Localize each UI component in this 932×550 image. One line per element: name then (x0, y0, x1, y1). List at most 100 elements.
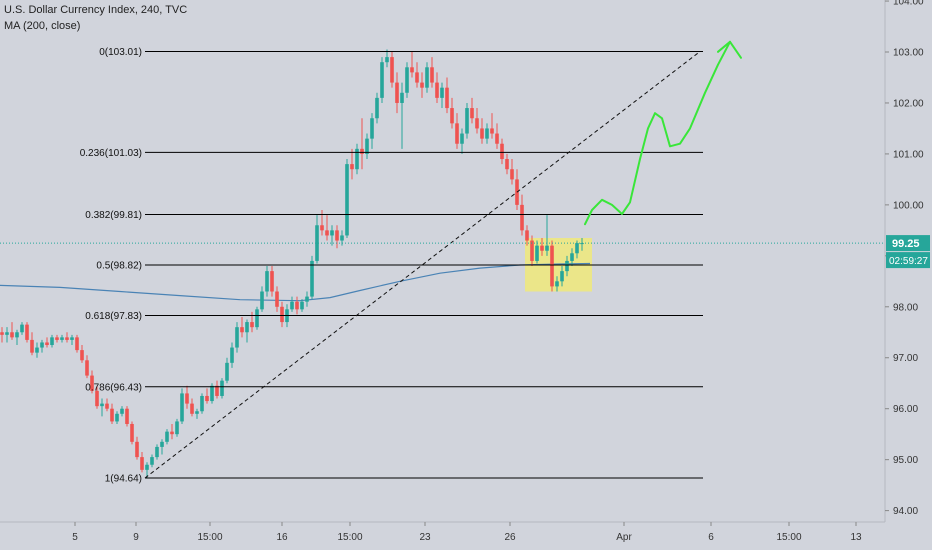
candle (485, 123, 489, 144)
candle (50, 334, 54, 348)
candle (140, 452, 144, 473)
candle (350, 148, 354, 180)
price-tick: 96.00 (885, 404, 918, 415)
time-tick: 13 (850, 522, 862, 543)
candle (35, 342, 39, 358)
candle (425, 62, 429, 93)
forecast-arrow-head (717, 40, 742, 59)
candle (190, 398, 194, 417)
moving-average-layer (0, 262, 591, 302)
time-tick: Apr (616, 522, 632, 543)
price-tick: 94.00 (885, 506, 918, 517)
candle-body (170, 431, 174, 435)
time-tick: 15:00 (776, 522, 802, 543)
price-tick-label: 95.00 (893, 455, 918, 466)
candle-body (450, 108, 454, 124)
time-tick: 16 (276, 522, 288, 543)
candle-body (480, 128, 484, 139)
candle (505, 153, 509, 175)
fib-label: 0.382(99.81) (85, 210, 142, 221)
candle-body (225, 362, 229, 381)
candle-body (105, 403, 109, 409)
candle (395, 72, 399, 114)
trend-line-layer (144, 51, 701, 479)
candle (435, 72, 439, 103)
price-tick-label: 98.00 (893, 302, 918, 313)
time-tick-label: 13 (850, 532, 862, 543)
price-tick-label: 94.00 (893, 506, 918, 517)
price-tick-label: 100.00 (893, 200, 924, 211)
price-tick: 100.00 (885, 200, 924, 211)
candle-body (55, 337, 59, 340)
candle (110, 403, 114, 424)
candle-body (50, 337, 54, 346)
candle-body (25, 324, 29, 340)
candle-body (120, 408, 124, 414)
fib-level: 1(94.64) (105, 474, 703, 485)
candle (300, 299, 304, 312)
countdown-value: 02:59:27 (889, 256, 928, 267)
candle (265, 266, 269, 297)
candle (270, 266, 274, 297)
time-tick: 15:00 (197, 522, 223, 543)
candle (370, 113, 374, 149)
candle (150, 454, 154, 468)
candle-body (90, 375, 94, 391)
candle-body (390, 57, 394, 83)
fib-level: 0(103.01) (99, 47, 703, 58)
candle-body (555, 281, 559, 287)
candle (165, 429, 169, 445)
time-tick-label: 5 (72, 532, 78, 543)
candle (530, 235, 534, 267)
candle (90, 370, 94, 394)
candle (225, 357, 229, 384)
candle-body (200, 395, 204, 412)
fib-label: 0.618(97.83) (85, 311, 142, 322)
candle (440, 82, 444, 109)
candle (240, 316, 244, 338)
candle-body (250, 322, 254, 328)
candle-body (195, 411, 199, 414)
candle (455, 113, 459, 149)
ma-200-line (0, 262, 591, 302)
candle (295, 296, 299, 315)
candle (445, 77, 449, 114)
candle (570, 248, 574, 267)
candle (145, 462, 149, 478)
time-tick: 9 (133, 522, 139, 543)
candle (365, 133, 369, 160)
candle-body (215, 385, 219, 396)
candle (405, 62, 409, 98)
candle (130, 421, 134, 445)
candle-body (20, 324, 24, 333)
candle (20, 322, 24, 335)
time-tick-label: 23 (419, 532, 431, 543)
candle-body (245, 322, 249, 333)
candle-body (365, 138, 369, 154)
candle (245, 319, 249, 343)
candle (460, 128, 464, 154)
candle (475, 108, 479, 134)
candle (95, 385, 99, 409)
candle (215, 380, 219, 399)
candle (335, 225, 339, 249)
price-badge-value: 99.25 (892, 238, 920, 250)
candle-body (325, 230, 329, 236)
candle (490, 113, 494, 139)
time-tick-label: 15:00 (197, 532, 222, 543)
candle-body (355, 148, 359, 170)
fib-level: 0.618(97.83) (85, 311, 703, 322)
candle (160, 439, 164, 455)
price-tick-label: 97.00 (893, 353, 918, 364)
candle-body (565, 260, 569, 272)
candle (385, 49, 389, 68)
candle (175, 418, 179, 437)
candle (155, 444, 159, 460)
price-tick: 103.00 (885, 48, 924, 59)
candle-body (485, 128, 489, 139)
candle-body (130, 423, 134, 442)
candle-body (410, 67, 414, 73)
price-tick-label: 102.00 (893, 98, 924, 109)
